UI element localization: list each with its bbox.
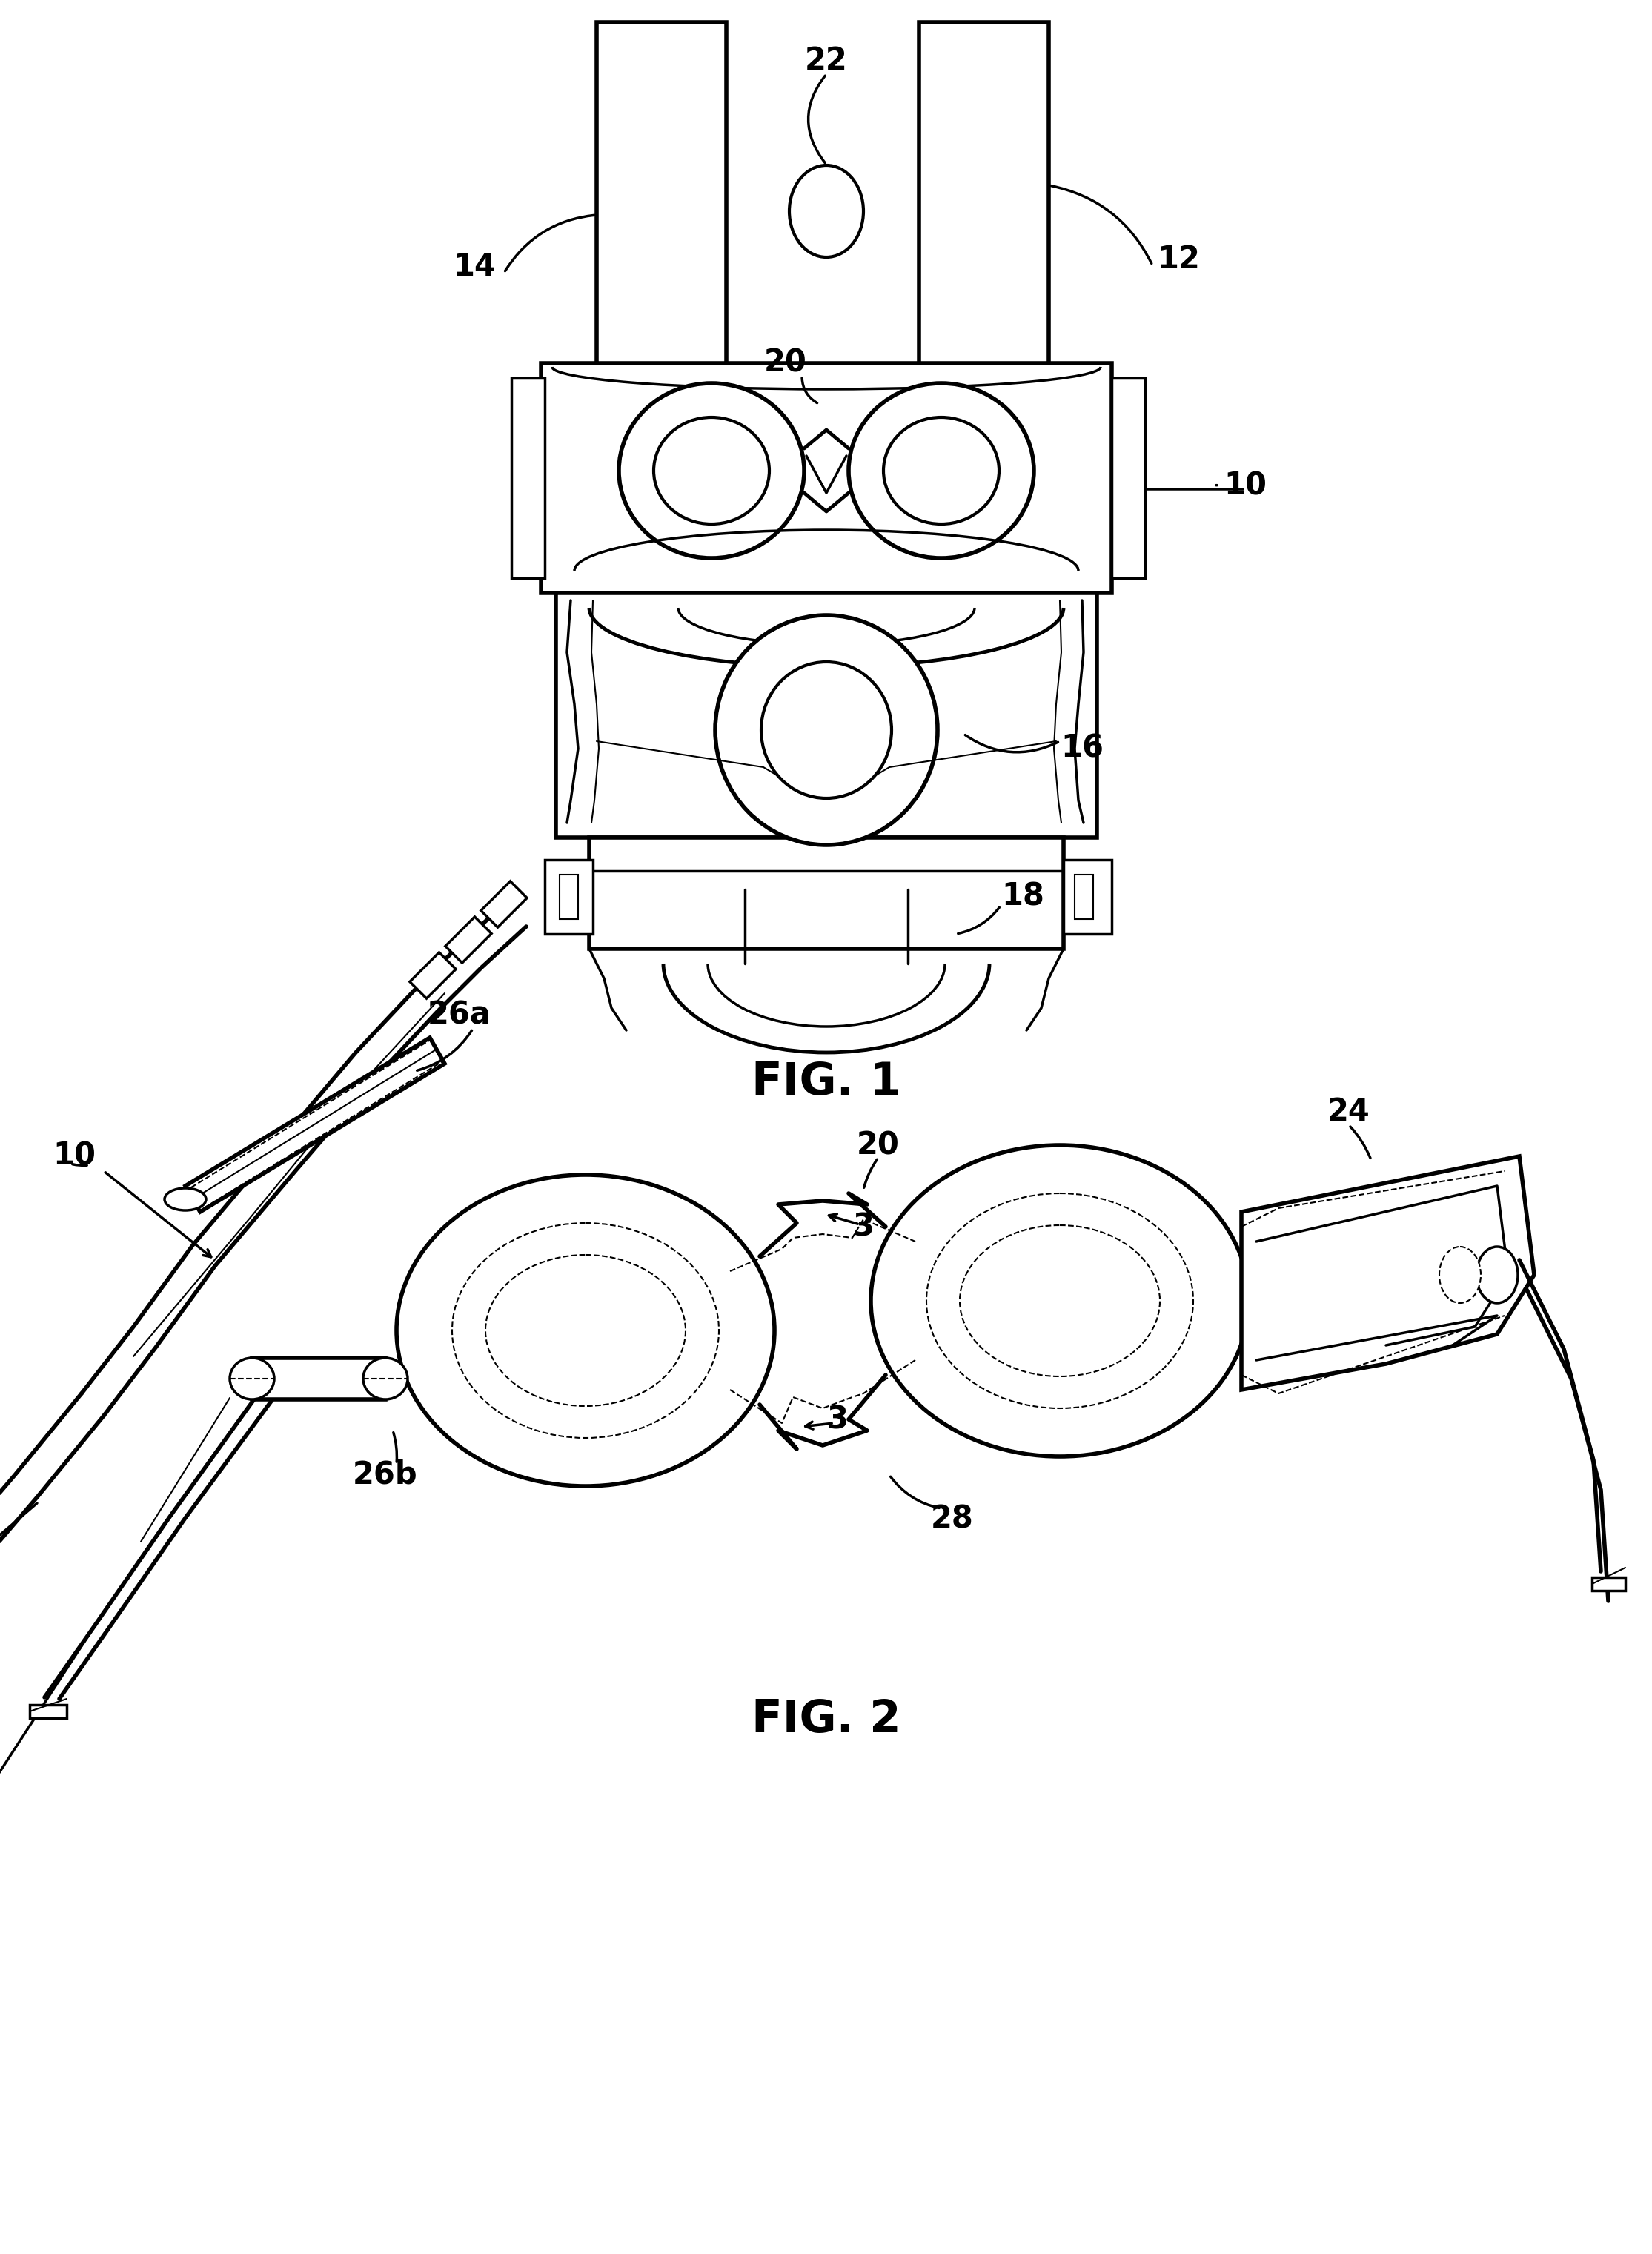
- Text: 10: 10: [1224, 469, 1267, 500]
- Ellipse shape: [453, 1224, 719, 1438]
- Ellipse shape: [363, 1357, 408, 1400]
- Bar: [1064, 859, 1112, 933]
- Text: 12: 12: [1156, 243, 1199, 275]
- Text: 10: 10: [53, 1141, 96, 1172]
- Ellipse shape: [849, 383, 1034, 559]
- Polygon shape: [446, 917, 491, 962]
- Ellipse shape: [620, 383, 805, 559]
- Ellipse shape: [1477, 1246, 1518, 1303]
- Text: 22: 22: [805, 45, 847, 77]
- Ellipse shape: [396, 1174, 775, 1485]
- Ellipse shape: [871, 1145, 1249, 1456]
- Bar: [560, 875, 578, 920]
- Bar: [590, 838, 1064, 949]
- Bar: [545, 859, 593, 933]
- Text: 3: 3: [852, 1210, 874, 1242]
- Ellipse shape: [486, 1255, 686, 1406]
- Text: FIG. 2: FIG. 2: [752, 1697, 900, 1742]
- Text: 20: 20: [765, 347, 808, 379]
- Ellipse shape: [715, 615, 938, 845]
- Text: 28: 28: [932, 1503, 973, 1535]
- Text: 3: 3: [826, 1404, 847, 1436]
- Ellipse shape: [1439, 1246, 1480, 1303]
- Ellipse shape: [884, 417, 999, 523]
- Bar: [512, 379, 545, 577]
- Bar: [542, 363, 1112, 593]
- Ellipse shape: [165, 1188, 206, 1210]
- Text: 26b: 26b: [354, 1458, 418, 1490]
- Ellipse shape: [654, 417, 770, 523]
- Bar: [30, 1704, 66, 1718]
- Text: 18: 18: [1001, 881, 1044, 913]
- Ellipse shape: [515, 1278, 656, 1384]
- Text: 24: 24: [1328, 1095, 1370, 1127]
- Polygon shape: [1241, 1156, 1535, 1391]
- Text: 26a: 26a: [428, 1001, 491, 1030]
- Ellipse shape: [762, 663, 892, 798]
- Ellipse shape: [990, 1246, 1130, 1355]
- Bar: [1593, 1578, 1626, 1591]
- Bar: [596, 23, 727, 363]
- Bar: [555, 593, 1097, 838]
- Bar: [1112, 379, 1145, 577]
- Ellipse shape: [927, 1192, 1193, 1409]
- Polygon shape: [410, 953, 456, 999]
- Text: FIG. 1: FIG. 1: [752, 1059, 900, 1104]
- Bar: [1075, 875, 1094, 920]
- Polygon shape: [481, 881, 527, 926]
- Text: 16: 16: [1061, 733, 1104, 764]
- Text: 14: 14: [453, 250, 496, 282]
- Ellipse shape: [790, 165, 864, 257]
- Ellipse shape: [960, 1226, 1160, 1377]
- Text: 20: 20: [857, 1129, 900, 1161]
- Ellipse shape: [230, 1357, 274, 1400]
- Bar: [919, 23, 1049, 363]
- Polygon shape: [185, 1037, 444, 1213]
- Bar: [253, 1357, 385, 1400]
